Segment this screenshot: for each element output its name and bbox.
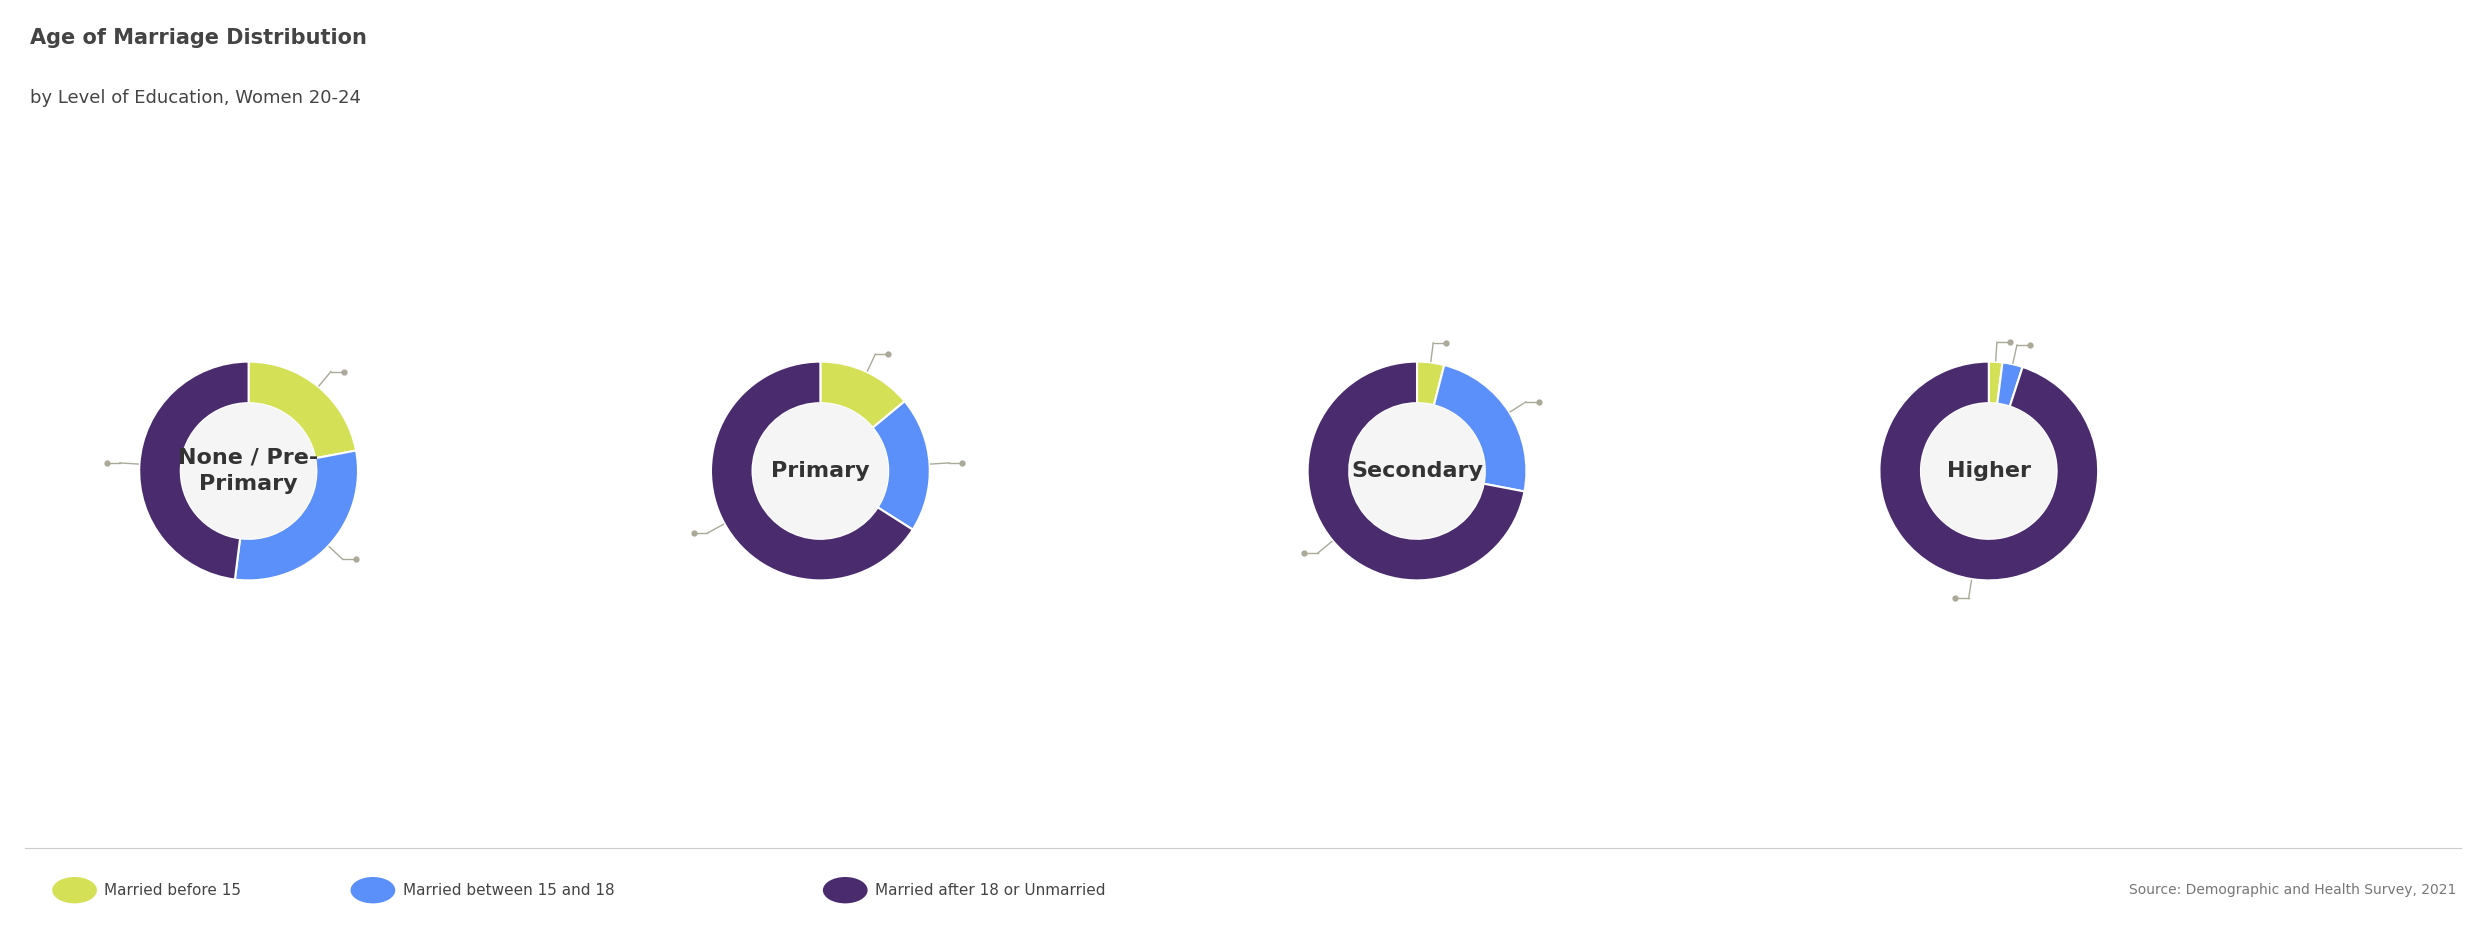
- Wedge shape: [1996, 363, 2024, 407]
- Wedge shape: [139, 362, 249, 579]
- Wedge shape: [711, 362, 912, 580]
- Text: Primary: Primary: [771, 461, 870, 481]
- Text: Source: Demographic and Health Survey, 2021: Source: Demographic and Health Survey, 2…: [2128, 884, 2456, 897]
- Circle shape: [1922, 403, 2056, 539]
- Text: Married between 15 and 18: Married between 15 and 18: [403, 883, 614, 898]
- Text: None / Pre-
Primary: None / Pre- Primary: [179, 447, 318, 495]
- Wedge shape: [1879, 362, 2098, 580]
- Wedge shape: [234, 450, 358, 580]
- Circle shape: [753, 403, 888, 539]
- Text: Secondary: Secondary: [1350, 461, 1484, 481]
- Text: Married after 18 or Unmarried: Married after 18 or Unmarried: [875, 883, 1106, 898]
- Wedge shape: [820, 362, 905, 428]
- Text: Age of Marriage Distribution: Age of Marriage Distribution: [30, 28, 368, 48]
- Text: Married before 15: Married before 15: [104, 883, 241, 898]
- Circle shape: [181, 403, 316, 539]
- Wedge shape: [873, 401, 930, 529]
- Text: by Level of Education, Women 20-24: by Level of Education, Women 20-24: [30, 89, 360, 107]
- Wedge shape: [1434, 365, 1526, 492]
- Wedge shape: [1308, 362, 1524, 580]
- Circle shape: [1350, 403, 1484, 539]
- Wedge shape: [249, 362, 355, 459]
- Text: Higher: Higher: [1947, 461, 2031, 481]
- Wedge shape: [1989, 362, 2004, 404]
- Wedge shape: [1417, 362, 1444, 405]
